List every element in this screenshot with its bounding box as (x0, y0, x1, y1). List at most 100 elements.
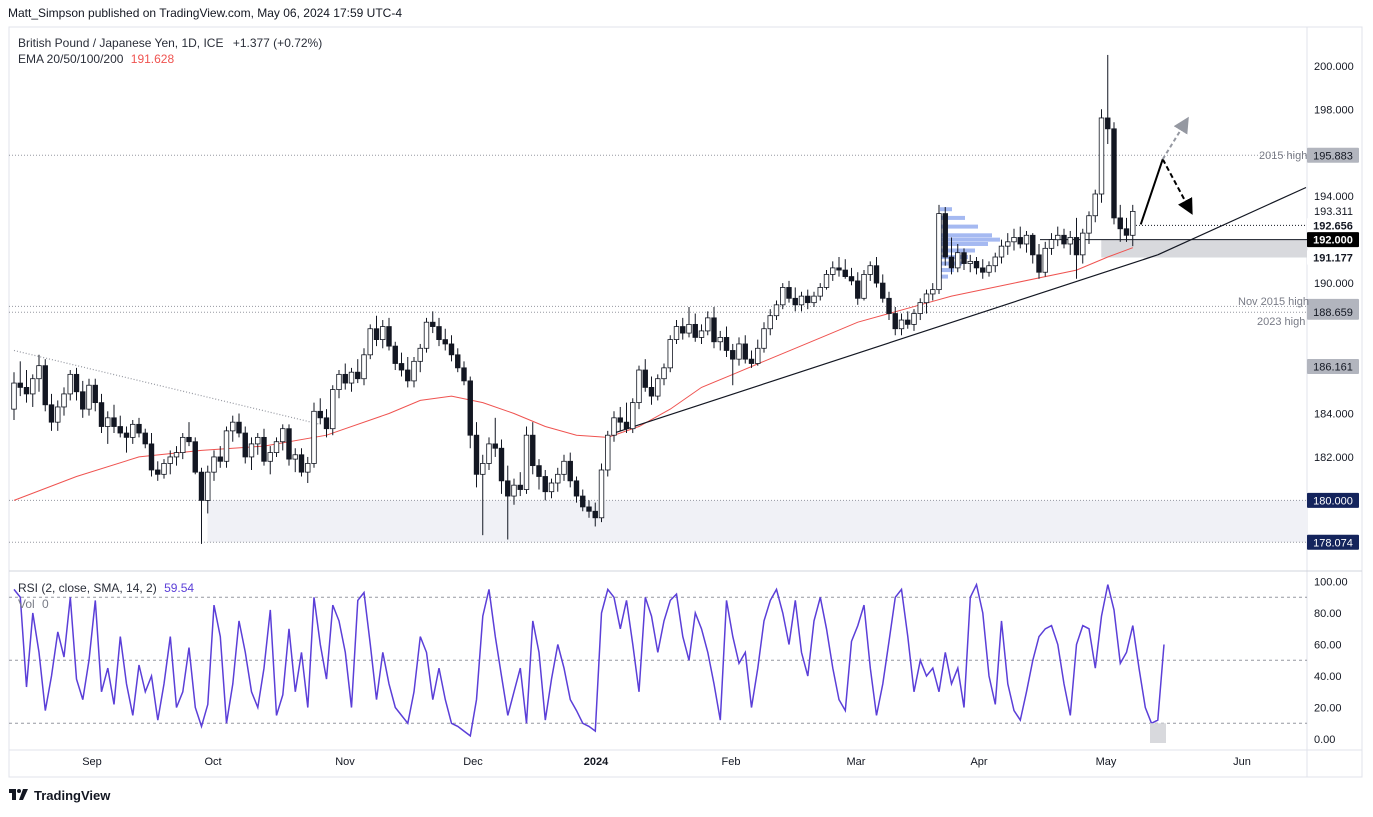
candle-body (286, 428, 292, 460)
candle-body (1017, 237, 1023, 245)
candle (923, 289, 930, 314)
candle-body (1011, 237, 1017, 243)
candle-body (711, 317, 717, 343)
candle (467, 376, 473, 449)
candle-body (261, 436, 267, 462)
candle (42, 359, 48, 412)
candle (736, 337, 742, 366)
candle (142, 428, 148, 449)
candle-body (661, 367, 667, 380)
candle (286, 424, 292, 466)
candle-body (223, 430, 230, 462)
candle (73, 367, 80, 401)
candle (717, 330, 723, 351)
candle-body (167, 456, 173, 464)
price-badge (1307, 492, 1359, 508)
candle (748, 350, 755, 368)
candle (455, 348, 461, 373)
candle (492, 417, 498, 457)
rsi-legend: RSI (2, close, SMA, 14, 2) 59.54 (18, 581, 194, 595)
time-tick-label: Mar (847, 756, 866, 768)
candle (261, 428, 267, 466)
vol-legend: Vol 0 (18, 597, 49, 611)
candle (480, 454, 486, 536)
volume-profile-bar (940, 224, 978, 229)
candle (730, 343, 736, 386)
time-tick-label: Nov (335, 756, 355, 768)
candle-body (1073, 237, 1080, 256)
candle (48, 393, 55, 431)
candle-body (173, 452, 180, 458)
candle (136, 417, 142, 438)
candle (942, 207, 948, 266)
candle (798, 291, 805, 312)
candle (361, 348, 367, 386)
candle (230, 415, 236, 442)
candle-body (136, 423, 142, 434)
candle (786, 280, 792, 303)
candle-body (1130, 210, 1136, 236)
candle-body (961, 252, 967, 264)
footer-brand[interactable]: TradingView (9, 788, 110, 803)
candle-body (892, 313, 898, 330)
candle-body (11, 382, 17, 410)
candle (848, 267, 855, 286)
candle-body (905, 319, 911, 325)
candle-body (17, 382, 23, 388)
candle-body (242, 432, 248, 458)
candle (330, 385, 336, 436)
candle-body (1048, 239, 1055, 249)
candle-body (730, 350, 736, 360)
candle (961, 248, 967, 271)
candle-body (442, 339, 448, 345)
candle-body (117, 426, 123, 434)
candle (405, 356, 411, 388)
candle-body (361, 354, 367, 380)
volume-profile-bar (940, 215, 965, 220)
candle (911, 309, 917, 331)
candle-body (505, 480, 511, 497)
candle-body (1080, 232, 1086, 256)
candle (973, 257, 980, 275)
candle (505, 465, 511, 540)
candle (655, 374, 661, 401)
price-badge-label: 191.177 (1313, 253, 1353, 265)
candle-body (380, 326, 386, 340)
candle-body (998, 245, 1005, 258)
ema-label: EMA 20/50/100/200 (18, 52, 124, 66)
candle (705, 311, 711, 336)
candle (392, 341, 398, 371)
time-tick-label: May (1096, 756, 1117, 768)
candle-body (1042, 247, 1048, 273)
candle-body (80, 391, 86, 410)
candle-body (180, 436, 186, 453)
candle (905, 311, 911, 329)
candle-body (611, 417, 617, 436)
candle-body (717, 337, 723, 343)
price-badge (1307, 217, 1359, 233)
candle (548, 478, 555, 499)
candle (836, 257, 842, 277)
candle-body (523, 434, 530, 490)
projection-alt-leg (1161, 116, 1189, 160)
candle (561, 454, 567, 481)
candle (917, 298, 923, 321)
candle-body (323, 417, 330, 430)
candle-body (948, 256, 955, 269)
candle-body (630, 402, 636, 430)
candle (280, 424, 286, 451)
candle-body (530, 434, 536, 467)
candle-body (211, 456, 217, 473)
candle-body (473, 434, 480, 475)
candle (223, 426, 230, 468)
candle (217, 446, 223, 468)
volume-profile-bar (940, 274, 948, 279)
candle (842, 259, 848, 279)
candle-body (642, 369, 648, 388)
candle-body (330, 389, 336, 430)
candle-body (705, 317, 711, 332)
price-badge (1307, 359, 1359, 375)
candle-body (111, 417, 117, 427)
candle-body (767, 315, 773, 330)
candle-body (761, 328, 767, 349)
